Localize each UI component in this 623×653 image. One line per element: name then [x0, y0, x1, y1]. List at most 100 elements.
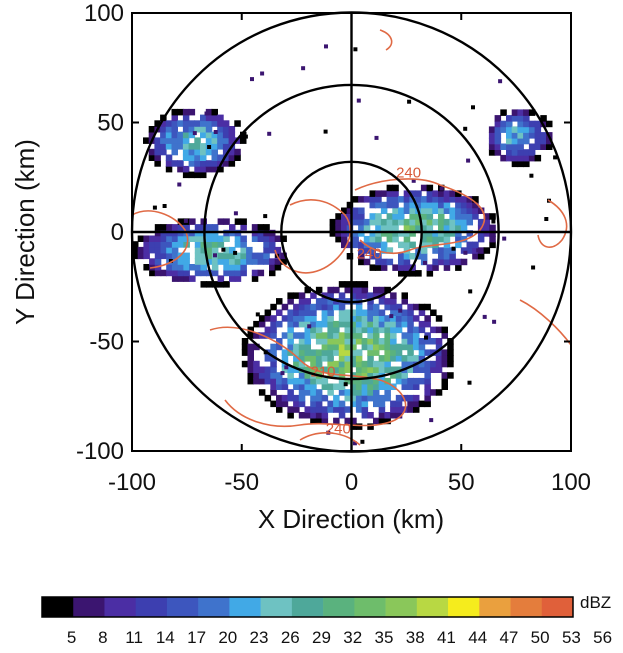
echo-cell — [298, 360, 306, 368]
contour-label: 240 — [357, 245, 382, 262]
echo-cell — [338, 309, 346, 316]
echo-cell — [355, 366, 363, 373]
echo-speck — [398, 308, 403, 313]
echo-cell — [263, 252, 270, 260]
echo-cell — [160, 241, 167, 248]
echo-cell — [211, 120, 218, 127]
echo-cell — [506, 132, 513, 139]
echo-cell — [426, 207, 434, 214]
echo-cell — [200, 120, 207, 127]
echo-cell — [281, 394, 289, 402]
echo-cell — [398, 258, 405, 266]
echo-cell — [327, 343, 334, 351]
echo-cell — [424, 377, 431, 385]
echo-cell — [222, 148, 230, 156]
echo-cell — [420, 201, 428, 209]
echo-cell — [517, 154, 524, 162]
echo-speck — [152, 205, 157, 210]
echo-cell — [327, 303, 334, 311]
echo-cell — [327, 320, 334, 328]
echo-cell — [217, 154, 224, 161]
echo-cell — [384, 377, 391, 385]
echo-cell — [375, 258, 382, 266]
echo-cell — [327, 292, 334, 299]
echo-cell — [500, 126, 507, 133]
echo-cell — [500, 120, 507, 128]
echo-speck — [263, 214, 268, 219]
echo-cell — [390, 343, 397, 351]
echo-cell — [506, 137, 513, 145]
echo-cell — [398, 230, 405, 237]
echo-cell — [528, 109, 536, 116]
echo-cell — [171, 160, 178, 167]
echo-cell — [415, 218, 422, 226]
echo-cell — [327, 389, 334, 396]
echo-cell — [466, 247, 473, 254]
echo-cell — [449, 207, 456, 214]
echo-cell — [403, 201, 411, 209]
echo-cell — [409, 201, 416, 209]
echo-cell — [373, 303, 380, 311]
echo-cell — [333, 320, 340, 328]
echo-cell — [338, 281, 346, 288]
echo-cell — [407, 309, 414, 316]
echo-cell — [246, 252, 253, 260]
echo-cell — [327, 309, 334, 316]
echo-cell — [395, 320, 403, 328]
echo-cell — [355, 394, 363, 402]
colorbar-swatch — [260, 597, 293, 617]
colorbar-tick-label: 41 — [437, 628, 456, 647]
echo-cell — [310, 303, 317, 311]
contour-label: 240 — [396, 164, 421, 181]
echo-cell — [455, 241, 462, 249]
echo-cell — [398, 241, 405, 249]
y-axis-ticks: 100 50 0 -50 -100 — [76, 0, 571, 465]
echo-cell — [415, 190, 422, 197]
echo-speck — [192, 131, 197, 136]
echo-cell — [188, 131, 196, 139]
echo-cell — [424, 389, 431, 396]
echo-band-northeast-band — [329, 184, 496, 277]
echo-cell — [409, 270, 416, 277]
echo-cell — [310, 315, 317, 322]
echo-cell — [506, 143, 513, 150]
echo-cell — [494, 120, 502, 128]
echo-cell — [310, 412, 317, 419]
echo-cell — [378, 315, 386, 322]
echo-cell — [160, 252, 167, 260]
echo-cell — [511, 160, 519, 168]
echo-cell — [443, 190, 451, 197]
colorbar-swatch — [448, 597, 480, 617]
echo-cell — [407, 303, 414, 311]
echo-cell — [182, 120, 190, 127]
colorbar-swatch — [354, 597, 386, 617]
crosshair — [132, 13, 571, 451]
echo-cell — [438, 190, 445, 197]
echo-cell — [378, 400, 386, 408]
echo-cell — [420, 235, 428, 243]
echo-cell — [375, 241, 382, 249]
echo-cell — [281, 355, 289, 362]
echo-cell — [375, 224, 382, 232]
echo-cell — [401, 309, 408, 316]
echo-cell — [367, 377, 374, 385]
echo-cell — [361, 400, 369, 408]
echo-cell — [355, 303, 363, 311]
echo-cell — [420, 241, 428, 249]
echo-speck — [280, 371, 285, 376]
echo-cell — [177, 160, 184, 167]
echo-cell — [298, 377, 306, 385]
echo-cell — [166, 252, 173, 260]
echo-cell — [304, 303, 311, 311]
echo-cell — [304, 349, 311, 356]
echo-cell — [350, 281, 357, 288]
echo-cell — [333, 332, 340, 339]
echo-cell — [380, 264, 388, 271]
echo-speck — [374, 135, 379, 140]
echo-cell — [418, 338, 426, 345]
echo-cell — [426, 201, 434, 209]
echo-cell — [183, 258, 190, 265]
echo-cell — [315, 389, 323, 396]
echo-cell — [264, 377, 272, 385]
echo-cell — [287, 326, 294, 334]
